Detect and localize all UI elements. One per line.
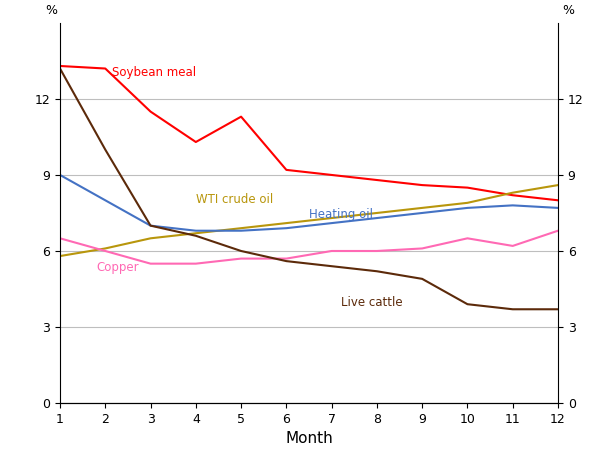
Text: Copper: Copper (96, 261, 139, 274)
Text: Heating oil: Heating oil (309, 208, 373, 221)
Text: Soybean meal: Soybean meal (112, 66, 196, 79)
Text: WTI crude oil: WTI crude oil (196, 192, 273, 206)
Text: %: % (563, 4, 575, 17)
Text: Live cattle: Live cattle (341, 296, 403, 310)
X-axis label: Month: Month (285, 431, 333, 446)
Text: %: % (45, 4, 57, 17)
